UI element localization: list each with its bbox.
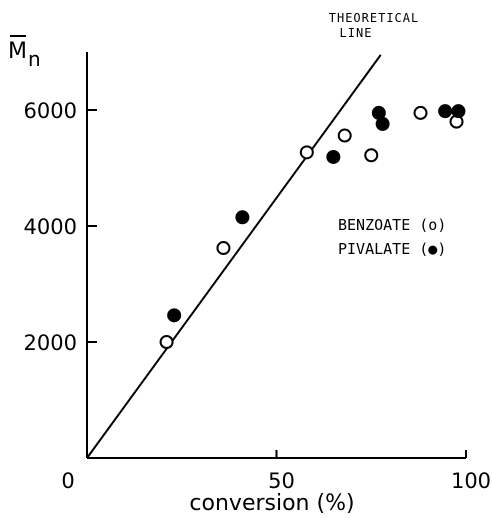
y-tick-label: 2000 <box>24 331 77 355</box>
pivalate-point <box>326 149 341 164</box>
benzoate-point <box>299 145 314 160</box>
y-axis-label: M <box>8 39 27 64</box>
x-tick-label: 100 <box>451 469 491 493</box>
y-tick-label: 6000 <box>24 99 77 123</box>
legend-benzoate: BENZOATE (o) <box>338 216 446 234</box>
pivalate-point <box>451 104 466 119</box>
x-axis-title: conversion (%) <box>189 491 354 516</box>
x-tick-label: 0 <box>61 469 74 493</box>
pivalate-point <box>375 116 390 131</box>
legend-pivalate: PIVALATE (●) <box>338 240 446 258</box>
benzoate-point <box>216 241 231 256</box>
points-layer <box>159 104 466 349</box>
pivalate-point <box>235 210 250 225</box>
y-axis-label-subscript: n <box>28 47 41 71</box>
ticks-layer: 2000 4000 6000 0 50 100 <box>24 99 492 493</box>
benzoate-point <box>159 335 174 349</box>
theoretical-line-label-line1: THEORETICAL <box>329 11 419 25</box>
theoretical-line-label-line2: LINE <box>340 26 373 40</box>
benzoate-point <box>413 105 428 120</box>
benzoate-point <box>337 128 352 143</box>
theoretical-line-layer <box>86 54 382 459</box>
x-tick-label: 50 <box>268 469 295 493</box>
theoretical-line <box>86 54 382 459</box>
benzoate-point <box>364 148 379 163</box>
pivalate-point <box>167 308 182 323</box>
pivalate-point <box>438 104 453 119</box>
y-tick-label: 4000 <box>24 215 77 239</box>
